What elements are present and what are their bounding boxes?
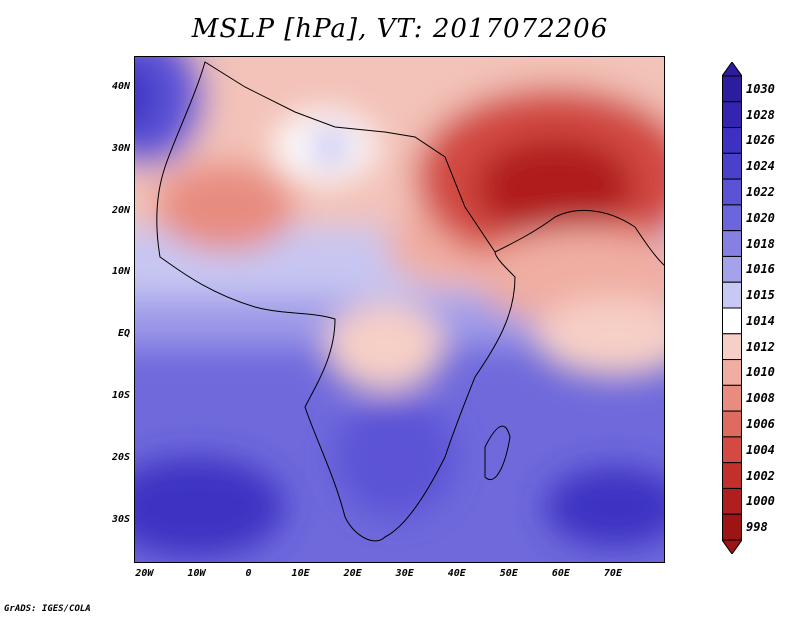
longitude-label: 20W	[135, 568, 154, 579]
colorbar-swatch	[722, 230, 742, 257]
pressure-shading	[135, 57, 664, 557]
colorbar-max-triangle	[722, 62, 742, 77]
latitude-label: 30N	[111, 142, 130, 154]
longitude-label: 50E	[499, 568, 518, 579]
azores-high-core	[135, 64, 155, 130]
colorbar-swatch	[722, 513, 742, 541]
congo-low	[325, 302, 445, 392]
longitude-label: 30E	[395, 568, 414, 579]
latitude-label: 10S	[111, 390, 130, 402]
africa-coastline	[156, 61, 516, 542]
colorbar-level-label: 1028	[746, 107, 775, 122]
colorbar-swatch	[722, 255, 742, 283]
colorbar-level-label: 1010	[746, 365, 775, 380]
latitude-label: 20S	[111, 451, 130, 463]
longitude-label: 70E	[603, 568, 622, 579]
credit-text: GrADS: IGES/COLA	[4, 604, 91, 614]
colorbar-swatch	[722, 410, 742, 438]
latitude-label: 20N	[111, 204, 130, 216]
longitude-label: 10E	[291, 568, 310, 579]
map-plot-area	[134, 56, 665, 563]
mascarene-high	[545, 467, 664, 547]
colorbar-level-label: 1012	[746, 339, 775, 354]
colorbar-level-label: 1004	[746, 442, 775, 457]
mslp-field-map	[135, 57, 664, 562]
colorbar-level-label: 1002	[746, 468, 775, 483]
latitude-label: 10N	[111, 266, 130, 278]
colorbar-swatch	[722, 101, 742, 129]
colorbar-swatch	[722, 281, 742, 309]
colorbar-swatch	[722, 333, 742, 361]
colorbar-level-label: 1030	[746, 81, 775, 96]
colorbar-level-label: 1022	[746, 185, 775, 199]
colorbar-swatch	[722, 359, 742, 386]
colorbar-level-label: 1000	[746, 494, 775, 509]
colorbar-level-label: 1006	[746, 417, 775, 431]
coastlines	[156, 61, 664, 542]
colorbar-swatch	[722, 75, 742, 103]
colorbar-level-label: 1015	[746, 288, 775, 303]
sahara-low	[155, 162, 295, 252]
longitude-label: 20E	[343, 568, 362, 579]
latitude-label: 30S	[111, 513, 130, 525]
colorbar-swatch	[722, 462, 742, 489]
longitude-label: 10W	[187, 568, 206, 579]
colorbar-swatch	[722, 204, 742, 232]
latitude-label: EQ	[117, 328, 130, 340]
colorbar-swatch	[722, 307, 742, 335]
med-ridge-core	[310, 129, 350, 165]
colorbar-swatch	[722, 152, 742, 180]
longitude-label: 40E	[447, 568, 466, 579]
madagascar-coastline	[484, 425, 511, 480]
colorbar-level-label: 1008	[746, 391, 775, 406]
colorbar-swatch	[722, 487, 742, 515]
colorbar-swatch	[722, 384, 742, 412]
indian-ocean-ridge-north	[535, 297, 664, 377]
colorbar	[722, 62, 742, 554]
longitude-label: 60E	[551, 568, 570, 579]
colorbar-level-label: 1024	[746, 159, 775, 174]
colorbar-swatch	[722, 178, 742, 206]
colorbar-level-label: 998	[746, 520, 768, 535]
colorbar-level-label: 1026	[746, 133, 775, 148]
colorbar-level-label: 1014	[746, 313, 775, 328]
colorbar-min-triangle	[722, 539, 742, 554]
arabia-coastline	[494, 209, 664, 266]
colorbar-level-label: 1018	[746, 236, 775, 251]
latitude-label: 40N	[111, 80, 130, 92]
colorbar-level-label: 1016	[746, 262, 775, 277]
colorbar-swatch	[722, 436, 742, 464]
map-title: MSLP [hPa], VT: 2017072206	[191, 14, 609, 44]
st-helena-high	[135, 457, 285, 557]
colorbar-swatch	[722, 127, 742, 154]
southern-africa-high	[335, 397, 455, 517]
colorbar-level-label: 1020	[746, 210, 775, 225]
monsoon-low-core	[475, 137, 635, 237]
longitude-label: 0	[245, 568, 252, 579]
